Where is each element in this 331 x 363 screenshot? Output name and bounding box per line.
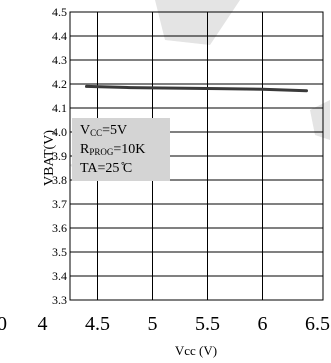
tick-layer: 3.3 3.4 3.5 3.6 3.7 3.8 3.9 4.0 4.1 4.2 4.3 4.4 4.5 4… bbox=[38, 5, 331, 335]
x-tick-label-5: 6.5 bbox=[305, 313, 330, 335]
series-point-0-4 bbox=[261, 88, 264, 91]
series-point-0-3 bbox=[217, 87, 220, 90]
y-tick-label-2: 3.5 bbox=[52, 245, 67, 259]
annotation-vcc: VCC=5V bbox=[80, 123, 127, 138]
watermark-right-shape bbox=[310, 100, 330, 140]
x-tick-label-1: 4.5 bbox=[85, 313, 110, 335]
y-tick-label-10: 4.3 bbox=[52, 53, 67, 67]
x-tick-label-0: 4 bbox=[38, 313, 48, 335]
y-tick-label-7: 4.0 bbox=[52, 125, 67, 139]
series-point-0-0 bbox=[85, 85, 88, 88]
annotation-rprog: RPROG=10K bbox=[80, 142, 145, 157]
left-edge-label: 0 bbox=[0, 313, 7, 335]
x-tick-label-4: 6 bbox=[258, 313, 268, 335]
y-tick-label-3: 3.6 bbox=[52, 221, 67, 235]
series-point-0-5 bbox=[305, 89, 308, 92]
series-point-0-1 bbox=[129, 86, 132, 89]
y-tick-label-11: 4.4 bbox=[52, 29, 67, 43]
y-tick-label-6: 3.9 bbox=[52, 149, 67, 163]
x-axis-label: Vcc (V) bbox=[175, 343, 217, 358]
series-line-0 bbox=[85, 84, 308, 93]
y-tick-label-1: 3.4 bbox=[52, 269, 67, 283]
y-tick-label-12: 4.5 bbox=[52, 5, 67, 19]
y-tick-label-4: 3.7 bbox=[52, 197, 67, 211]
series-point-0-2 bbox=[173, 87, 176, 90]
annotation-box bbox=[72, 118, 170, 181]
x-tick-label-3: 5.5 bbox=[195, 313, 220, 335]
watermark-top-shape bbox=[155, 0, 240, 45]
x-tick-label-2: 5 bbox=[148, 313, 158, 335]
series-layer bbox=[85, 84, 308, 93]
plot-frame bbox=[69, 11, 324, 301]
y-tick-label-0: 3.3 bbox=[52, 293, 67, 307]
y-tick-label-9: 4.2 bbox=[52, 77, 67, 91]
y-tick-label-5: 3.8 bbox=[52, 173, 67, 187]
y-tick-label-8: 4.1 bbox=[52, 101, 67, 115]
annotation-ta: TA=25 ̊C bbox=[80, 161, 132, 176]
y-axis-label: VBAT(V) bbox=[42, 130, 57, 186]
